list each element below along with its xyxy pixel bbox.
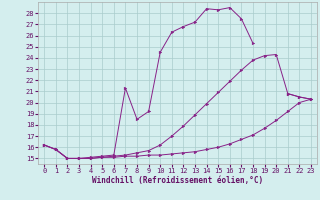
X-axis label: Windchill (Refroidissement éolien,°C): Windchill (Refroidissement éolien,°C) — [92, 176, 263, 185]
